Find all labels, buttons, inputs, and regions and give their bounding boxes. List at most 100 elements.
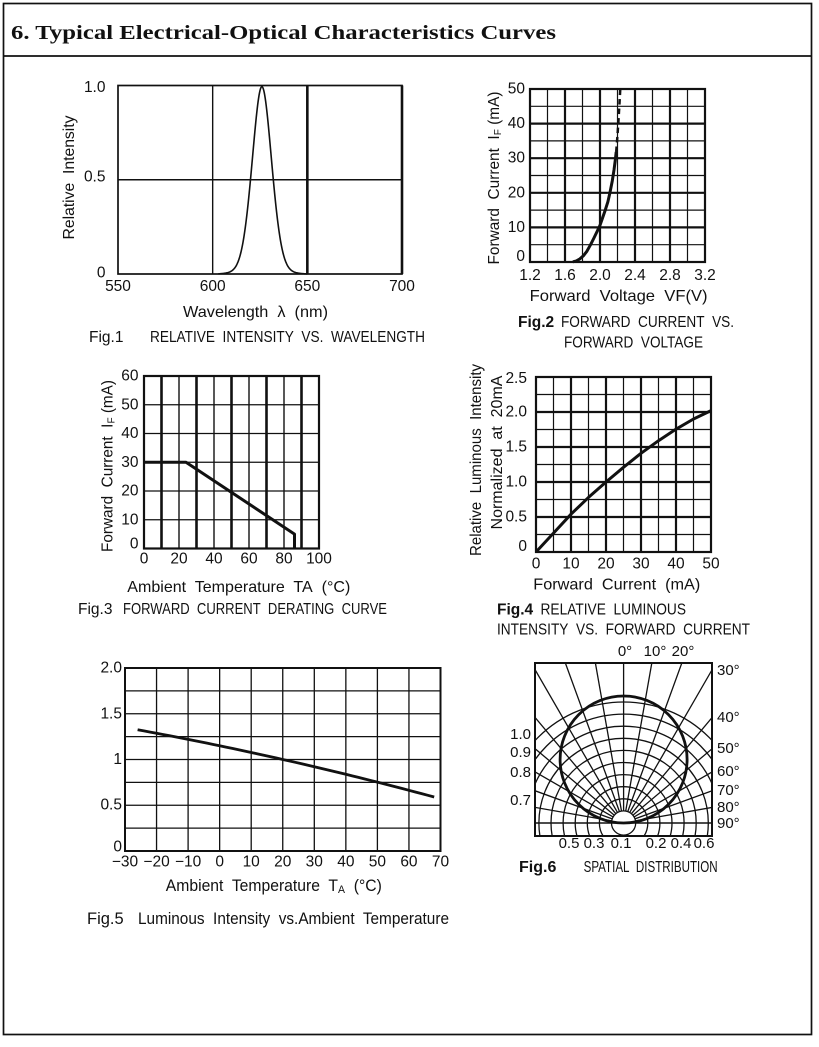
svg-text:0.5: 0.5 [559, 835, 580, 852]
svg-text:20°: 20° [672, 643, 695, 660]
svg-text:1.0: 1.0 [84, 79, 106, 96]
svg-text:INTENSITY VS. FORWARD CURRE: INTENSITY VS. FORWARD CURRENT [497, 622, 750, 639]
svg-text:30°: 30° [717, 662, 740, 679]
svg-text:0.2: 0.2 [646, 835, 667, 852]
svg-text:−30: −30 [112, 854, 139, 871]
svg-text:Fig.1: Fig.1 [89, 329, 123, 346]
svg-text:Luminous Intensity vs.Ambien: Luminous Intensity vs.Ambient Temperatur… [138, 910, 449, 928]
svg-text:70: 70 [432, 854, 450, 871]
svg-text:0.7: 0.7 [510, 792, 531, 809]
svg-text:Wavelength λ (nm): Wavelength λ (nm) [183, 304, 328, 321]
svg-text:SPATIAL DISTRIBUTION: SPATIAL DISTRIBUTION [584, 859, 718, 876]
svg-text:0.3: 0.3 [584, 835, 605, 852]
svg-text:650: 650 [294, 278, 320, 295]
svg-text:RELATIVE INTENSITY VS. WAVE: RELATIVE INTENSITY VS. WAVELENGTH [150, 329, 425, 346]
svg-text:20: 20 [597, 556, 615, 573]
svg-text:40: 40 [337, 854, 355, 871]
svg-text:10°: 10° [644, 643, 667, 660]
svg-text:Forward Current IF (mA): Forward Current IF (mA) [100, 380, 118, 552]
svg-text:Fig.4: Fig.4 [497, 602, 534, 619]
svg-text:−10: −10 [175, 854, 202, 871]
svg-text:100: 100 [306, 551, 332, 568]
svg-text:Ambient Temperature TA (°C): Ambient Temperature TA (°C) [127, 579, 350, 596]
svg-text:2.0: 2.0 [589, 267, 611, 284]
svg-text:0.5: 0.5 [505, 509, 527, 526]
svg-text:2.0: 2.0 [100, 660, 122, 677]
svg-text:10: 10 [562, 556, 580, 573]
svg-text:60: 60 [121, 368, 139, 385]
svg-text:0°: 0° [618, 643, 632, 660]
svg-text:70°: 70° [717, 782, 740, 799]
svg-text:1.0: 1.0 [505, 474, 527, 491]
svg-text:10: 10 [508, 219, 526, 236]
svg-text:60: 60 [240, 551, 258, 568]
svg-text:30: 30 [306, 854, 324, 871]
svg-text:700: 700 [389, 278, 415, 295]
svg-text:50: 50 [702, 556, 720, 573]
svg-text:20: 20 [170, 551, 188, 568]
svg-text:2.0: 2.0 [505, 404, 527, 421]
svg-text:Fig.5: Fig.5 [87, 910, 124, 928]
svg-text:40: 40 [667, 556, 685, 573]
svg-text:30: 30 [508, 150, 526, 167]
svg-text:0: 0 [113, 839, 122, 856]
svg-text:10: 10 [121, 511, 139, 528]
svg-text:1.5: 1.5 [505, 439, 527, 456]
svg-text:20: 20 [121, 483, 139, 500]
svg-text:0: 0 [215, 854, 224, 871]
svg-text:Ambient Temperature TA (°C): Ambient Temperature TA (°C) [166, 877, 382, 896]
svg-text:RELATIVE LUMINOUS: RELATIVE LUMINOUS [541, 602, 687, 619]
svg-text:Normalized at 20mA: Normalized at 20mA [489, 375, 506, 529]
svg-text:0.4: 0.4 [671, 835, 692, 852]
svg-text:90°: 90° [717, 815, 740, 832]
svg-text:60°: 60° [717, 763, 740, 780]
svg-text:Fig.3: Fig.3 [78, 601, 112, 618]
svg-text:30: 30 [121, 454, 139, 471]
svg-text:1: 1 [113, 751, 122, 768]
svg-text:30: 30 [632, 556, 650, 573]
svg-text:50: 50 [508, 81, 526, 98]
svg-text:Forward Current (mA): Forward Current (mA) [533, 577, 700, 594]
svg-text:0.5: 0.5 [84, 169, 106, 186]
svg-text:2.4: 2.4 [624, 267, 646, 284]
svg-text:0.6: 0.6 [694, 835, 715, 852]
svg-text:1.5: 1.5 [100, 705, 122, 722]
svg-text:10: 10 [243, 854, 261, 871]
svg-text:1.0: 1.0 [510, 726, 531, 743]
svg-text:80: 80 [275, 551, 293, 568]
svg-text:50°: 50° [717, 740, 740, 757]
svg-text:−20: −20 [143, 854, 170, 871]
svg-text:0: 0 [516, 248, 525, 265]
svg-text:60: 60 [400, 854, 418, 871]
svg-text:0: 0 [518, 538, 527, 555]
svg-text:FORWARD CURRENT VS.: FORWARD CURRENT VS. [561, 314, 734, 331]
svg-text:2.5: 2.5 [505, 370, 527, 387]
svg-text:0.5: 0.5 [100, 797, 122, 814]
svg-text:40°: 40° [717, 709, 740, 726]
svg-text:0.9: 0.9 [510, 744, 531, 761]
svg-text:600: 600 [200, 278, 226, 295]
svg-text:Forward Voltage VF(V): Forward Voltage VF(V) [530, 288, 708, 305]
svg-text:Fig.2: Fig.2 [518, 314, 554, 331]
svg-text:550: 550 [105, 278, 131, 295]
svg-text:20: 20 [274, 854, 292, 871]
svg-text:0: 0 [130, 536, 139, 553]
svg-text:FORWARD CURRENT DERATING CU: FORWARD CURRENT DERATING CURVE [123, 601, 387, 618]
svg-text:20: 20 [508, 184, 526, 201]
svg-text:40: 40 [508, 115, 526, 132]
svg-text:0: 0 [140, 551, 149, 568]
svg-text:Relative Luminous Intensity: Relative Luminous Intensity [468, 364, 485, 556]
svg-text:2.8: 2.8 [659, 267, 681, 284]
svg-text:40: 40 [121, 425, 139, 442]
svg-text:3.2: 3.2 [694, 267, 716, 284]
svg-text:40: 40 [205, 551, 223, 568]
svg-text:50: 50 [369, 854, 387, 871]
svg-text:FORWARD VOLTAGE: FORWARD VOLTAGE [564, 335, 703, 352]
svg-text:50: 50 [121, 396, 139, 413]
svg-text:0: 0 [532, 556, 541, 573]
svg-text:6. Typical Electrical-Optical: 6. Typical Electrical-Optical Characteri… [11, 22, 556, 44]
svg-text:Relative Intensity: Relative Intensity [61, 116, 78, 240]
svg-text:1.6: 1.6 [554, 267, 576, 284]
svg-text:0: 0 [97, 265, 106, 282]
svg-text:1.2: 1.2 [519, 267, 541, 284]
